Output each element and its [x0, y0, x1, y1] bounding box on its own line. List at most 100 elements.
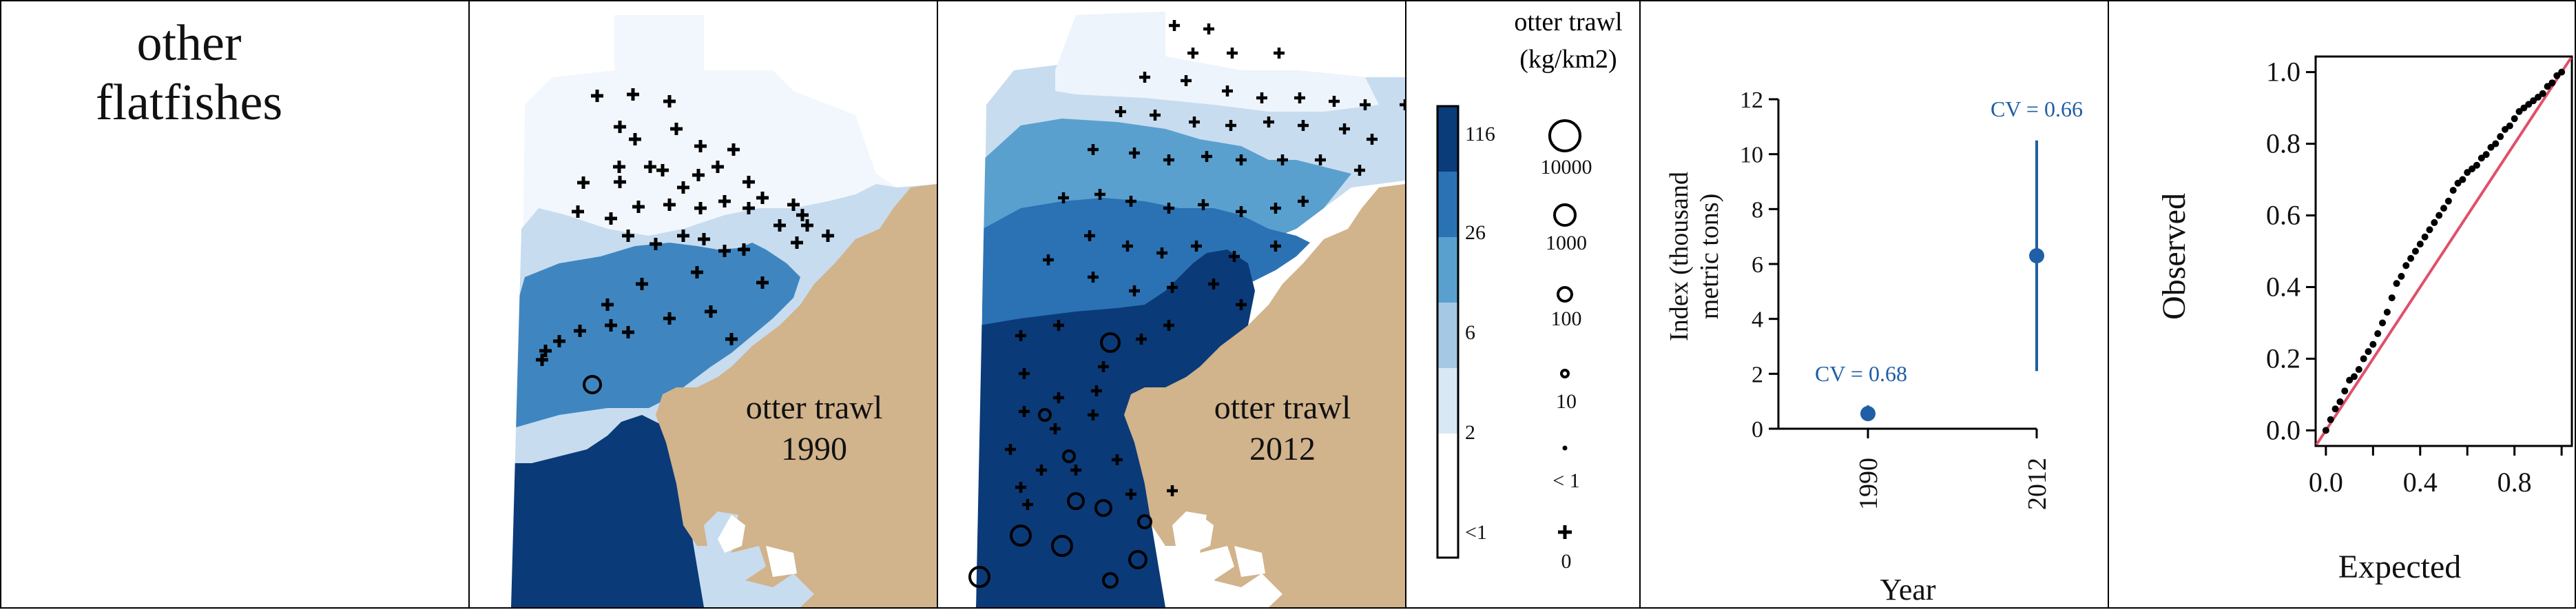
qq-point — [2553, 72, 2561, 79]
qq-point — [2454, 179, 2462, 187]
qq-point — [2525, 101, 2533, 108]
size-symbol-1000 — [1553, 203, 1577, 227]
station-cross — [1208, 278, 1219, 289]
map-left-edge — [470, 1, 525, 607]
qq-chart: Observed Expected 0.0 0.2 0.4 0.6 0.8 1.0 0.0 0… — [2156, 55, 2573, 585]
size-label: 100 — [1551, 307, 1582, 330]
y-tick-label: 12 — [1740, 88, 1763, 113]
catch-circle — [1010, 525, 1032, 547]
station-cross — [1360, 99, 1371, 110]
station-cross — [1191, 241, 1202, 252]
land-mass — [1124, 184, 1405, 607]
station-cross — [605, 212, 617, 225]
station-cross — [663, 95, 676, 108]
qq-point — [2548, 79, 2556, 87]
station-cross — [632, 201, 645, 213]
island-coast-2 — [1234, 546, 1265, 577]
color-break-label: 26 — [1465, 221, 1486, 244]
station-cross — [572, 205, 584, 218]
y-axis-label-line1: Index (thousand — [1665, 172, 1694, 341]
station-cross — [1015, 330, 1026, 341]
qq-point — [2374, 330, 2382, 338]
station-cross — [636, 278, 648, 290]
station-cross — [1163, 320, 1174, 331]
station-cross — [1150, 110, 1161, 121]
station-cross — [1201, 151, 1212, 162]
station-cross — [1053, 320, 1064, 331]
station-cross — [1354, 165, 1365, 176]
station-cross — [694, 140, 707, 152]
legend-panel: otter trawl (kg/km2) 116 26 6 2 <1 — [1405, 0, 1641, 609]
catch-circle — [1128, 550, 1147, 569]
x-tick-label: 0.8 — [2497, 467, 2532, 498]
station-cross — [1019, 406, 1030, 417]
station-cross — [622, 230, 634, 242]
qq-point — [2383, 308, 2391, 316]
qq-point — [2464, 169, 2471, 176]
station-cross — [694, 202, 707, 214]
station-cross — [605, 319, 617, 332]
station-cross — [663, 312, 676, 325]
map-survey-label: otter trawl — [746, 389, 883, 426]
station-cross — [622, 326, 634, 338]
size-label: 0 — [1561, 550, 1572, 573]
map-year-label: 1990 — [781, 431, 847, 467]
qq-point — [2331, 405, 2339, 413]
station-cross — [677, 181, 689, 194]
species-title: other flatfishes — [1, 14, 377, 132]
plot-frame — [2314, 55, 2573, 447]
station-cross — [1088, 272, 1099, 283]
qq-point — [2449, 187, 2457, 194]
station-cross — [742, 202, 755, 214]
station-cross — [1225, 120, 1236, 131]
station-cross — [705, 305, 717, 318]
color-break-label: 2 — [1465, 421, 1475, 444]
map-1990: otter trawl 1990 — [470, 1, 937, 607]
size-label: 10000 — [1541, 156, 1592, 179]
station-cross — [1112, 454, 1123, 465]
station-cross — [577, 176, 590, 189]
index-point — [1860, 406, 1876, 422]
station-cross — [1088, 144, 1099, 155]
station-cross — [727, 143, 740, 156]
station-cross — [1198, 199, 1209, 210]
station-cross — [1339, 123, 1350, 134]
station-cross — [742, 176, 755, 188]
station-cross — [536, 354, 548, 366]
qq-point — [2369, 340, 2377, 348]
station-cross — [574, 325, 586, 337]
reference-line — [2315, 57, 2573, 446]
catch-circle — [1102, 572, 1119, 589]
y-tick-label: 2 — [1752, 362, 1763, 387]
qq-point — [2336, 398, 2344, 405]
station-cross — [756, 192, 769, 204]
station-cross — [692, 169, 705, 181]
station-cross — [1329, 96, 1340, 107]
station-cross — [1236, 206, 1247, 217]
station-cross — [1115, 106, 1126, 117]
station-cross — [725, 333, 738, 345]
station-cross — [1094, 189, 1105, 200]
station-cross — [787, 199, 800, 211]
qq-point — [2346, 376, 2354, 384]
qq-point — [2322, 427, 2329, 434]
station-cross — [691, 266, 703, 278]
color-scale-labels: 116 26 6 2 <1 — [1465, 123, 1495, 544]
station-cross — [1091, 385, 1102, 396]
qq-point — [2511, 115, 2518, 123]
qq-point — [2506, 122, 2513, 130]
qq-point — [2530, 97, 2537, 105]
color-break-label: <1 — [1465, 521, 1487, 544]
index-chart: Index (thousand metric tons) Year 0 2 4 6 8 1… — [1665, 88, 2083, 607]
y-tick-label: 10 — [1740, 143, 1763, 168]
station-cross — [1229, 251, 1240, 262]
y-tick-label: 0.6 — [2266, 200, 2300, 231]
station-cross — [1294, 92, 1305, 103]
catch-circle — [1062, 449, 1076, 463]
station-cross — [1167, 485, 1178, 496]
station-cross — [1298, 196, 1309, 207]
qq-point — [2534, 93, 2542, 101]
x-tick-label: 2012 — [2023, 458, 2052, 510]
station-cross — [1227, 48, 1238, 59]
y-axis-label: Observed — [2156, 193, 2192, 320]
